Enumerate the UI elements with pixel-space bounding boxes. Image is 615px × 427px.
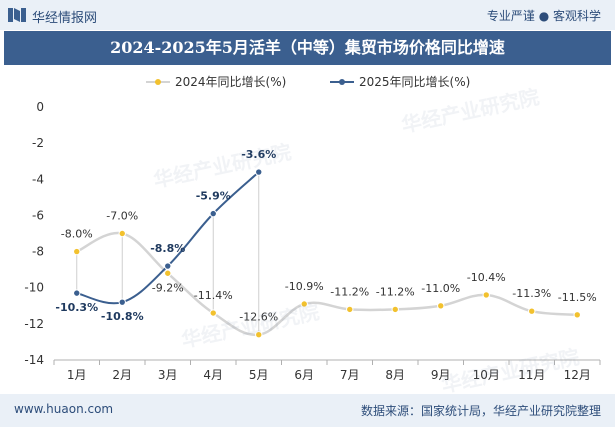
data-label-2024: -9.2% bbox=[152, 281, 184, 294]
data-label-2025: -10.8% bbox=[101, 310, 144, 323]
data-point-2024 bbox=[164, 269, 172, 277]
x-tick-label: 1月 bbox=[67, 368, 87, 382]
data-label-2024: -11.2% bbox=[330, 285, 369, 298]
data-label-2025: -3.6% bbox=[241, 148, 276, 161]
data-source: 数据来源：国家统计局，华经产业研究院整理 bbox=[360, 404, 601, 418]
line-chart: 0 -2 -4 -6 -8 -10 -12 -14 1月 2月 3月 4月 5月 6月 7月 8月 9月 10月 1… bbox=[24, 75, 601, 382]
data-point-2024 bbox=[255, 331, 263, 339]
data-point-2025 bbox=[209, 209, 217, 218]
data-label-2025: -5.9% bbox=[196, 190, 231, 203]
data-label-2024: -12.6% bbox=[239, 311, 278, 324]
footer-bar: www.huaon.com 数据来源：国家统计局，华经产业研究院整理 bbox=[0, 394, 615, 427]
legend-marker-2025 bbox=[339, 79, 345, 85]
x-tick-label: 5月 bbox=[249, 368, 269, 382]
y-tick-label: -6 bbox=[32, 208, 44, 222]
y-tick-label: 0 bbox=[36, 100, 44, 114]
x-tick-label: 2月 bbox=[112, 368, 132, 382]
data-label-2024: -8.0% bbox=[61, 228, 93, 241]
huaon-logo-icon bbox=[8, 8, 26, 22]
legend-label-2024: 2024年同比增长(%) bbox=[175, 75, 286, 89]
data-label-2024: -11.5% bbox=[558, 291, 597, 304]
data-label-2024: -11.3% bbox=[512, 287, 551, 300]
y-tick-label: -10 bbox=[24, 281, 44, 295]
x-tick-label: 4月 bbox=[203, 368, 223, 382]
x-tick-label: 6月 bbox=[294, 368, 314, 382]
y-tick-label: -8 bbox=[32, 245, 44, 259]
y-tick-label: -12 bbox=[24, 317, 44, 331]
x-tick-label: 7月 bbox=[340, 368, 360, 382]
website-url: www.huaon.com bbox=[14, 402, 114, 416]
x-tick-label: 3月 bbox=[158, 368, 178, 382]
chart-title: 2024-2025年5月活羊（中等）集贸市场价格同比增速 bbox=[110, 38, 505, 57]
data-point-2024 bbox=[118, 229, 126, 238]
data-point-2025 bbox=[118, 298, 126, 306]
data-point-2024 bbox=[209, 309, 217, 317]
data-point-2024 bbox=[437, 302, 445, 310]
data-label-2024: -11.0% bbox=[421, 282, 460, 295]
data-label-2024: -10.4% bbox=[467, 271, 506, 284]
data-point-2025 bbox=[73, 289, 81, 297]
data-point-2025 bbox=[164, 262, 172, 270]
data-point-2024 bbox=[346, 305, 354, 314]
data-label-2025: -8.8% bbox=[150, 242, 185, 255]
data-label-2024: -10.9% bbox=[285, 280, 324, 293]
x-tick-label: 9月 bbox=[431, 368, 451, 382]
brand-name: 华经情报网 bbox=[32, 11, 98, 26]
data-point-2024 bbox=[573, 311, 581, 319]
data-point-2025 bbox=[255, 168, 263, 176]
title-bar: 2024-2025年5月活羊（中等）集贸市场价格同比增速 bbox=[4, 31, 611, 65]
x-tick-label: 12月 bbox=[564, 368, 591, 382]
data-label-2024: -11.4% bbox=[194, 289, 233, 302]
data-point-2024 bbox=[300, 300, 308, 308]
tagline: 专业严谨 ● 客观科学 bbox=[486, 9, 601, 23]
data-point-2024 bbox=[482, 291, 490, 299]
y-tick-label: -4 bbox=[32, 172, 44, 186]
top-bar: 华经情报网 专业严谨 ● 客观科学 bbox=[0, 0, 615, 30]
data-label-2025: -10.3% bbox=[55, 301, 98, 314]
data-label-2024: -7.0% bbox=[106, 210, 138, 223]
y-tick-label: -14 bbox=[24, 353, 44, 367]
data-label-2024: -11.2% bbox=[376, 285, 415, 298]
data-point-2024 bbox=[391, 305, 399, 314]
y-tick-label: -2 bbox=[32, 136, 44, 150]
legend-marker-2024 bbox=[155, 79, 161, 85]
x-tick-label: 11月 bbox=[518, 368, 545, 382]
x-tick-label: 8月 bbox=[385, 368, 405, 382]
data-point-2024 bbox=[73, 247, 81, 256]
x-tick-label: 10月 bbox=[473, 368, 500, 382]
legend-label-2025: 2025年同比增长(%) bbox=[359, 75, 470, 89]
data-point-2024 bbox=[528, 307, 536, 315]
